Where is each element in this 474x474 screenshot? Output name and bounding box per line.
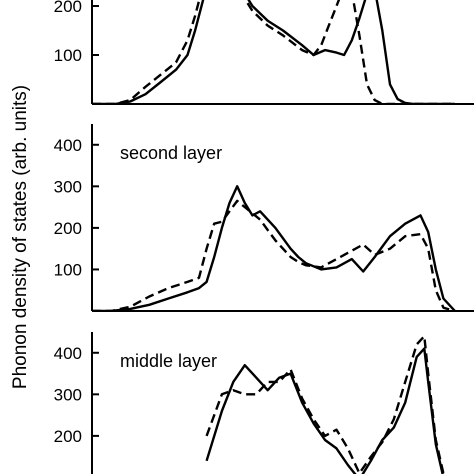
panel-title: second layer (120, 143, 222, 163)
y-tick-label: 300 (54, 385, 82, 404)
panel-title: middle layer (120, 351, 217, 371)
y-tick-label: 100 (54, 260, 82, 279)
series-line-dashed (92, 0, 455, 104)
y-tick-label: 200 (54, 0, 82, 16)
panel-3: 200 300 400 middle layer (54, 332, 445, 474)
series-line-solid (92, 0, 455, 104)
series-line-dashed (92, 199, 456, 311)
y-tick-label: 300 (54, 177, 82, 196)
series-line-solid (205, 347, 444, 474)
y-tick-label: 200 (54, 219, 82, 238)
series-line-dashed (205, 335, 445, 474)
series-line-solid (92, 185, 456, 311)
panel-2: 100 200 300 400 second layer (54, 124, 474, 312)
panel-1: 100 200 (54, 0, 474, 105)
y-tick-label: 400 (54, 344, 82, 363)
y-tick-label: 100 (54, 46, 82, 65)
y-tick-label: 200 (54, 427, 82, 446)
y-tick-label: 400 (54, 136, 82, 155)
y-axis-label: Phonon density of states (arb. units) (10, 85, 31, 389)
